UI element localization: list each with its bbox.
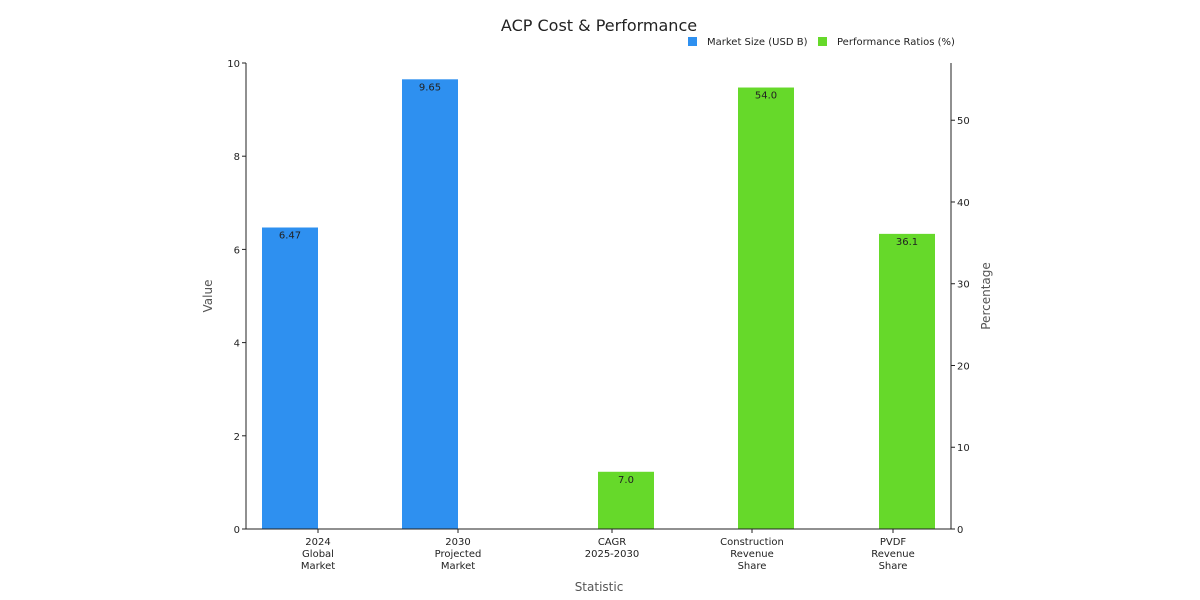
left-tick-label: 2 xyxy=(234,432,240,443)
left-tick-label: 6 xyxy=(234,245,240,256)
bar-value-label: 6.47 xyxy=(279,230,301,241)
plot-area: 6.47 9.65 7.0 54.0 36.1 xyxy=(262,79,935,530)
left-tick-label: 0 xyxy=(234,525,240,536)
right-tick-label: 10 xyxy=(957,443,970,454)
right-tick-label: 20 xyxy=(957,361,970,372)
category-label: 2025-2030 xyxy=(585,549,640,560)
category-label: 2030 xyxy=(445,537,470,548)
x-ticks: 2024GlobalMarket2030ProjectedMarketCAGR2… xyxy=(301,529,915,572)
left-tick-label: 10 xyxy=(227,59,240,70)
chart-title: ACP Cost & Performance xyxy=(501,16,697,35)
bar-performance-ratio-2 xyxy=(598,471,654,529)
bar-value-label: 9.65 xyxy=(419,82,441,93)
category-label: Market xyxy=(441,561,475,572)
bar-performance-ratio-4 xyxy=(879,233,935,529)
left-tick-label: 4 xyxy=(234,339,240,350)
category-label: Projected xyxy=(435,549,482,560)
right-tick-label: 40 xyxy=(957,198,970,209)
category-label: Global xyxy=(302,549,334,560)
category-label: Share xyxy=(879,561,908,572)
bar-value-label: 54.0 xyxy=(755,91,777,102)
right-tick-label: 0 xyxy=(957,525,963,536)
category-label: 2024 xyxy=(305,537,330,548)
legend: Market Size (USD B) Performance Ratios (%… xyxy=(688,37,955,48)
right-tick-label: 50 xyxy=(957,116,970,127)
bar-market-size-1 xyxy=(402,79,458,529)
legend-label: Market Size (USD B) xyxy=(707,37,808,48)
category-label: PVDF xyxy=(880,537,907,548)
right-tick-label: 30 xyxy=(957,280,970,291)
y-axis-label: Value xyxy=(201,280,215,313)
category-label: Share xyxy=(738,561,767,572)
category-label: Market xyxy=(301,561,335,572)
left-tick-label: 8 xyxy=(234,152,240,163)
category-label: Revenue xyxy=(871,549,915,560)
legend-label: Performance Ratios (%) xyxy=(837,37,955,48)
y2-axis-label: Percentage xyxy=(979,262,993,330)
category-label: Revenue xyxy=(730,549,774,560)
bar-performance-ratio-3 xyxy=(738,87,794,530)
category-label: Construction xyxy=(720,537,784,548)
legend-swatch xyxy=(688,37,697,46)
legend-swatch xyxy=(818,37,827,46)
bar-value-label: 36.1 xyxy=(896,237,918,248)
category-label: CAGR xyxy=(598,537,626,548)
bar-market-size-0 xyxy=(262,227,318,530)
x-axis-label: Statistic xyxy=(575,580,624,594)
bar-value-label: 7.0 xyxy=(618,475,634,486)
right-y-ticks: 0 10 20 30 40 50 xyxy=(951,116,970,536)
left-y-ticks: 0 2 4 6 8 10 xyxy=(227,59,246,536)
